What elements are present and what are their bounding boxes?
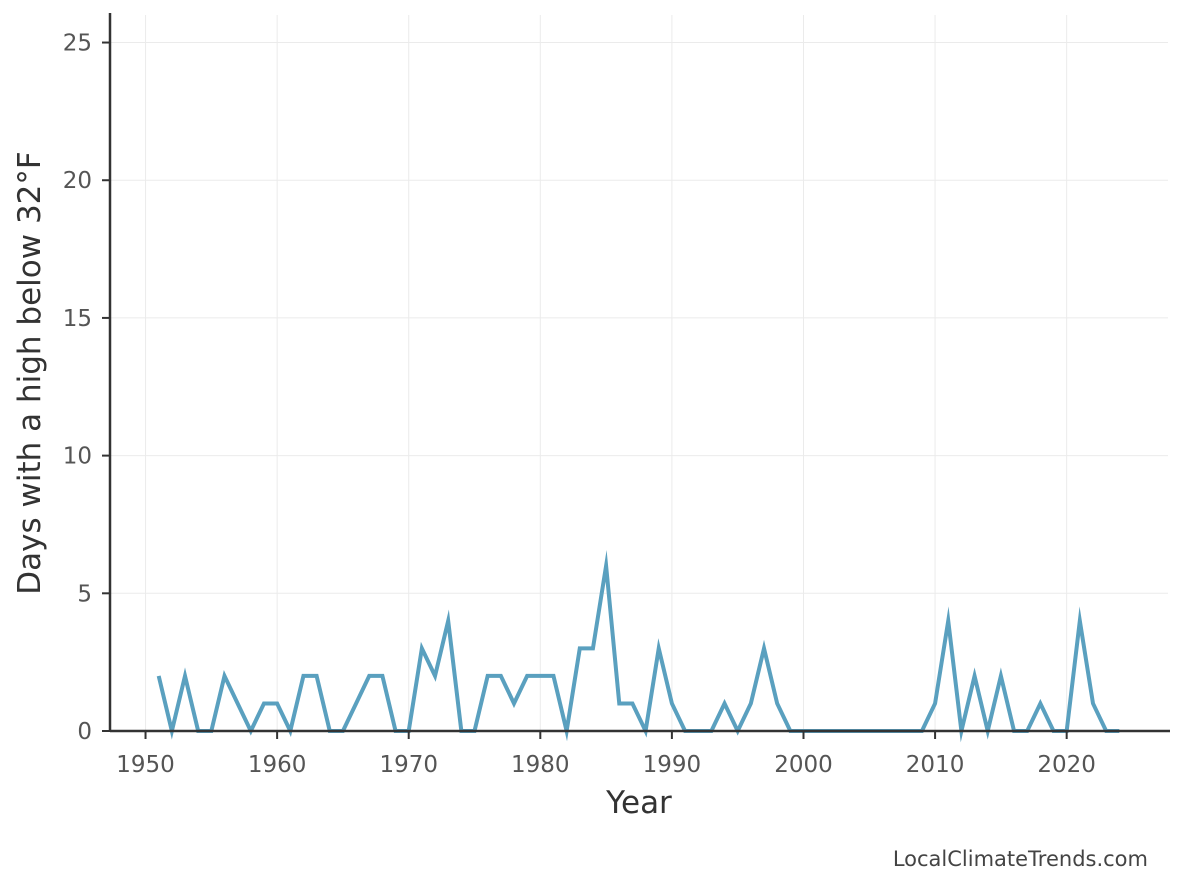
x-tick-label: 2020 [1037,752,1096,778]
x-axis-title: Year [605,785,672,821]
x-tick-label: 2000 [774,752,833,778]
source-credit: LocalClimateTrends.com [892,847,1148,871]
tick-labels: 1950 1960 1970 1980 1990 2000 2010 2020 0 5 10 15 20… [63,31,1096,778]
x-tick-label: 1980 [511,752,570,778]
y-axis-title: Days with a high below 32°F [12,151,48,594]
y-tick-label: 10 [63,444,92,470]
x-tick-label: 2010 [906,752,965,778]
x-tick-label: 1990 [643,752,702,778]
x-tick-label: 1950 [116,752,175,778]
series-line [156,549,1120,743]
x-tick-label: 1970 [379,752,438,778]
y-tick-label: 25 [63,31,92,57]
y-tick-label: 0 [77,719,92,745]
y-tick-label: 5 [77,581,92,607]
grid-lines [110,15,1168,732]
y-tick-label: 20 [63,168,92,194]
axes [102,13,1170,739]
series-layer [156,549,1120,743]
y-tick-label: 15 [63,306,92,332]
x-tick-label: 1960 [248,752,307,778]
